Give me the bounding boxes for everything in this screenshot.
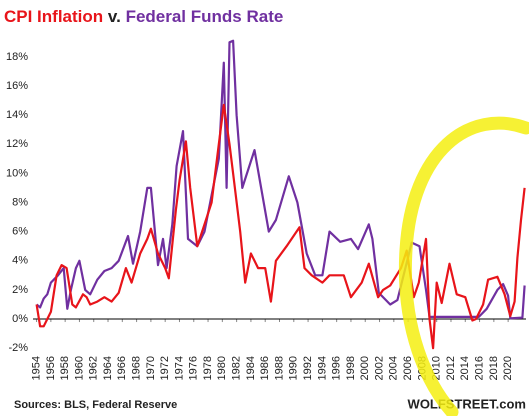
y-tick-label: 2% bbox=[12, 284, 28, 296]
x-tick-label: 2014 bbox=[459, 356, 471, 380]
x-tick-label: 1988 bbox=[273, 356, 285, 380]
x-tick-label: 1980 bbox=[216, 356, 228, 380]
x-tick-label: 1968 bbox=[131, 356, 143, 380]
highlight-circle bbox=[398, 116, 529, 416]
y-tick-label: 12% bbox=[6, 138, 28, 150]
x-tick-label: 1974 bbox=[173, 356, 185, 380]
x-tick-label: 2006 bbox=[402, 356, 414, 380]
series-line bbox=[35, 39, 526, 320]
plot-area: -2% 0% 2% 4% 6% 8% 10% 12% 14% 16% 18% 1954 1956 1958… bbox=[6, 39, 529, 416]
x-tick-label: 1982 bbox=[231, 356, 243, 380]
x-tick-label: 1976 bbox=[188, 356, 200, 380]
x-tick-label: 1958 bbox=[59, 356, 71, 380]
x-tick-label: 1970 bbox=[145, 356, 157, 380]
x-tick-label: 1998 bbox=[345, 356, 357, 380]
x-tick-label: 1966 bbox=[116, 356, 128, 380]
x-tick-label: 2018 bbox=[488, 356, 500, 380]
x-tick-label: 1986 bbox=[259, 356, 271, 380]
x-tick-label: 1978 bbox=[202, 356, 214, 380]
y-tick-label: 10% bbox=[6, 167, 28, 179]
watermark: WOLFSTREET.com bbox=[408, 396, 526, 411]
x-tick-label: 1996 bbox=[331, 356, 343, 380]
x-tick-label: 2016 bbox=[473, 356, 485, 380]
y-tick-label: 8% bbox=[12, 196, 28, 208]
x-tick-label: 1956 bbox=[45, 356, 57, 380]
y-tick-label: 0% bbox=[12, 313, 28, 325]
chart-title: CPI Inflation v. Federal Funds Rate bbox=[4, 7, 283, 26]
x-tick-label: 2002 bbox=[373, 356, 385, 380]
x-tick-label: 1984 bbox=[245, 356, 257, 380]
x-tick-label: 1994 bbox=[316, 356, 328, 380]
x-tick-label: 1972 bbox=[159, 356, 171, 380]
x-tick-label: 1964 bbox=[102, 356, 114, 380]
y-tick-label: 18% bbox=[6, 51, 28, 63]
x-tick-label: 2012 bbox=[445, 356, 457, 380]
x-tick-label: 2020 bbox=[502, 356, 514, 380]
x-tick-label: 1960 bbox=[73, 356, 85, 380]
source: Sources: BLS, Federal Reserve bbox=[14, 399, 177, 411]
title-part: v. bbox=[108, 7, 121, 26]
x-tick-label: 1990 bbox=[288, 356, 300, 380]
y-tick-label: 16% bbox=[6, 80, 28, 92]
x-tick-label: 2000 bbox=[359, 356, 371, 380]
y-tick-label: 6% bbox=[12, 226, 28, 238]
y-tick-label: -2% bbox=[8, 342, 28, 354]
y-tick-label: 14% bbox=[6, 109, 28, 121]
title-part: CPI Inflation bbox=[4, 7, 103, 26]
x-tick-label: 1992 bbox=[302, 356, 314, 380]
x-tick-label: 1954 bbox=[30, 356, 42, 380]
x-tick-label: 1962 bbox=[88, 356, 100, 380]
series-line bbox=[35, 103, 526, 350]
y-tick-label: 4% bbox=[12, 255, 28, 267]
title-part: Federal Funds Rate bbox=[126, 7, 284, 26]
x-tick-label: 2004 bbox=[388, 356, 400, 380]
